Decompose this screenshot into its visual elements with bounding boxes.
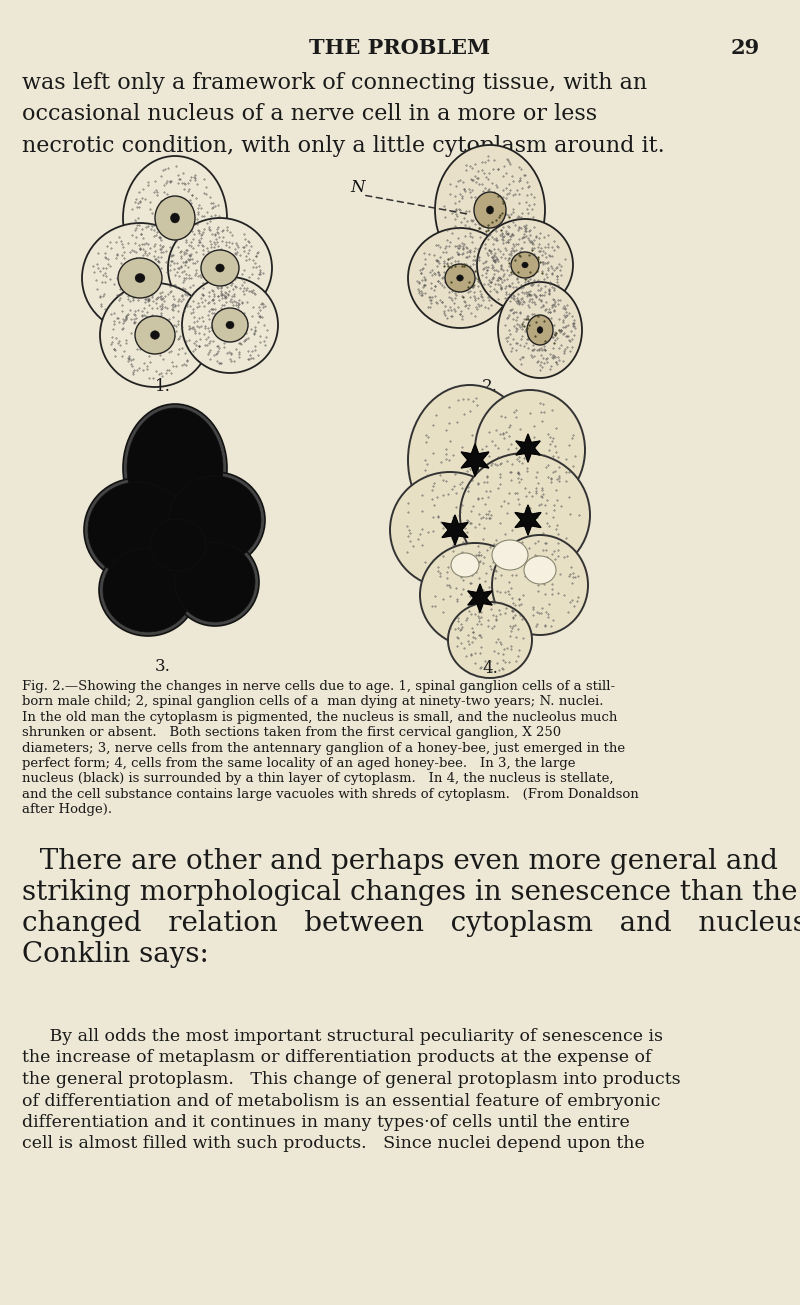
Ellipse shape [420, 543, 530, 647]
Ellipse shape [477, 219, 573, 311]
Ellipse shape [475, 390, 585, 510]
Ellipse shape [82, 223, 198, 333]
Ellipse shape [100, 283, 210, 388]
Ellipse shape [226, 321, 234, 329]
Polygon shape [516, 435, 540, 462]
Text: Conklin says:: Conklin says: [22, 941, 209, 968]
Text: THE PROBLEM: THE PROBLEM [310, 38, 490, 57]
Ellipse shape [170, 213, 179, 223]
Ellipse shape [123, 405, 227, 532]
Text: the increase of metaplasm or differentiation products at the expense of: the increase of metaplasm or differentia… [22, 1049, 651, 1066]
Ellipse shape [537, 326, 543, 333]
Ellipse shape [155, 196, 195, 240]
Text: born male child; 2, spinal ganglion cells of a  man dying at ninety-two years; N: born male child; 2, spinal ganglion cell… [22, 696, 603, 709]
Ellipse shape [123, 157, 227, 281]
Ellipse shape [135, 316, 175, 354]
Text: In the old man the cytoplasm is pigmented, the nucleus is small, and the nucleol: In the old man the cytoplasm is pigmente… [22, 711, 618, 724]
Ellipse shape [103, 548, 193, 632]
Ellipse shape [168, 218, 272, 318]
Text: the general protoplasm.   This change of general protoplasm into products: the general protoplasm. This change of g… [22, 1071, 681, 1088]
Text: Fig. 2.—Showing the changes in nerve cells due to age. 1, spinal ganglion cells : Fig. 2.—Showing the changes in nerve cel… [22, 680, 615, 693]
Ellipse shape [150, 519, 206, 572]
Text: perfect form; 4, cells from the same locality of an aged honey-bee.   In 3, the : perfect form; 4, cells from the same loc… [22, 757, 575, 770]
Ellipse shape [448, 602, 532, 679]
Ellipse shape [88, 482, 188, 578]
Ellipse shape [135, 274, 145, 282]
Ellipse shape [408, 385, 532, 535]
Ellipse shape [169, 476, 261, 564]
Ellipse shape [408, 228, 512, 328]
Ellipse shape [216, 264, 224, 271]
Ellipse shape [201, 251, 239, 286]
Ellipse shape [118, 258, 162, 298]
Ellipse shape [492, 535, 588, 636]
Text: 1.: 1. [155, 378, 171, 395]
Text: changed   relation   between   cytoplasm   and   nucleus.: changed relation between cytoplasm and n… [22, 910, 800, 937]
Ellipse shape [492, 540, 528, 570]
Text: nucleus (black) is surrounded by a thin layer of cytoplasm.   In 4, the nucleus : nucleus (black) is surrounded by a thin … [22, 773, 614, 786]
Ellipse shape [435, 145, 545, 275]
Text: after Hodge).: after Hodge). [22, 803, 112, 816]
Polygon shape [468, 585, 492, 612]
Text: shrunken or absent.   Both sections taken from the first cervical ganglion, X 25: shrunken or absent. Both sections taken … [22, 726, 561, 739]
Ellipse shape [524, 556, 556, 585]
Ellipse shape [445, 264, 475, 292]
Ellipse shape [175, 542, 255, 622]
Ellipse shape [212, 308, 248, 342]
Ellipse shape [99, 544, 197, 636]
Ellipse shape [182, 277, 278, 373]
Text: of differentiation and of metabolism is an essential feature of embryonic: of differentiation and of metabolism is … [22, 1092, 661, 1109]
Text: 3.: 3. [155, 658, 171, 675]
Text: diameters; 3, nerve cells from the antennary ganglion of a honey-bee, just emerg: diameters; 3, nerve cells from the anten… [22, 741, 625, 754]
Ellipse shape [527, 315, 553, 345]
Polygon shape [442, 515, 468, 545]
Ellipse shape [171, 538, 259, 626]
Ellipse shape [522, 262, 528, 268]
Text: striking morphological changes in senescence than the: striking morphological changes in senesc… [22, 880, 798, 906]
Polygon shape [461, 444, 489, 476]
Ellipse shape [451, 553, 479, 577]
Text: 29: 29 [730, 38, 760, 57]
Ellipse shape [498, 282, 582, 378]
Ellipse shape [457, 275, 463, 281]
Polygon shape [515, 505, 541, 535]
Text: and the cell substance contains large vacuoles with shreds of cytoplasm.   (From: and the cell substance contains large va… [22, 788, 638, 801]
Ellipse shape [146, 515, 210, 576]
Ellipse shape [486, 206, 494, 214]
Ellipse shape [150, 330, 159, 339]
Ellipse shape [127, 408, 223, 529]
Ellipse shape [511, 252, 539, 278]
Ellipse shape [84, 478, 192, 582]
Text: cell is almost filled with such products.   Since nuclei depend upon the: cell is almost filled with such products… [22, 1135, 645, 1152]
Text: differentiation and it continues in many types·of cells until the entire: differentiation and it continues in many… [22, 1114, 630, 1131]
Text: N: N [350, 180, 365, 197]
Ellipse shape [390, 472, 510, 589]
Text: There are other and perhaps even more general and: There are other and perhaps even more ge… [22, 848, 778, 874]
Ellipse shape [165, 472, 265, 568]
Text: 2.: 2. [482, 378, 498, 395]
Text: By all odds the most important structural peculiarity of senescence is: By all odds the most important structura… [22, 1028, 663, 1045]
Ellipse shape [460, 453, 590, 577]
Text: 4.: 4. [482, 660, 498, 677]
Ellipse shape [474, 192, 506, 228]
Text: was left only a framework of connecting tissue, with an
occasional nucleus of a : was left only a framework of connecting … [22, 72, 665, 157]
